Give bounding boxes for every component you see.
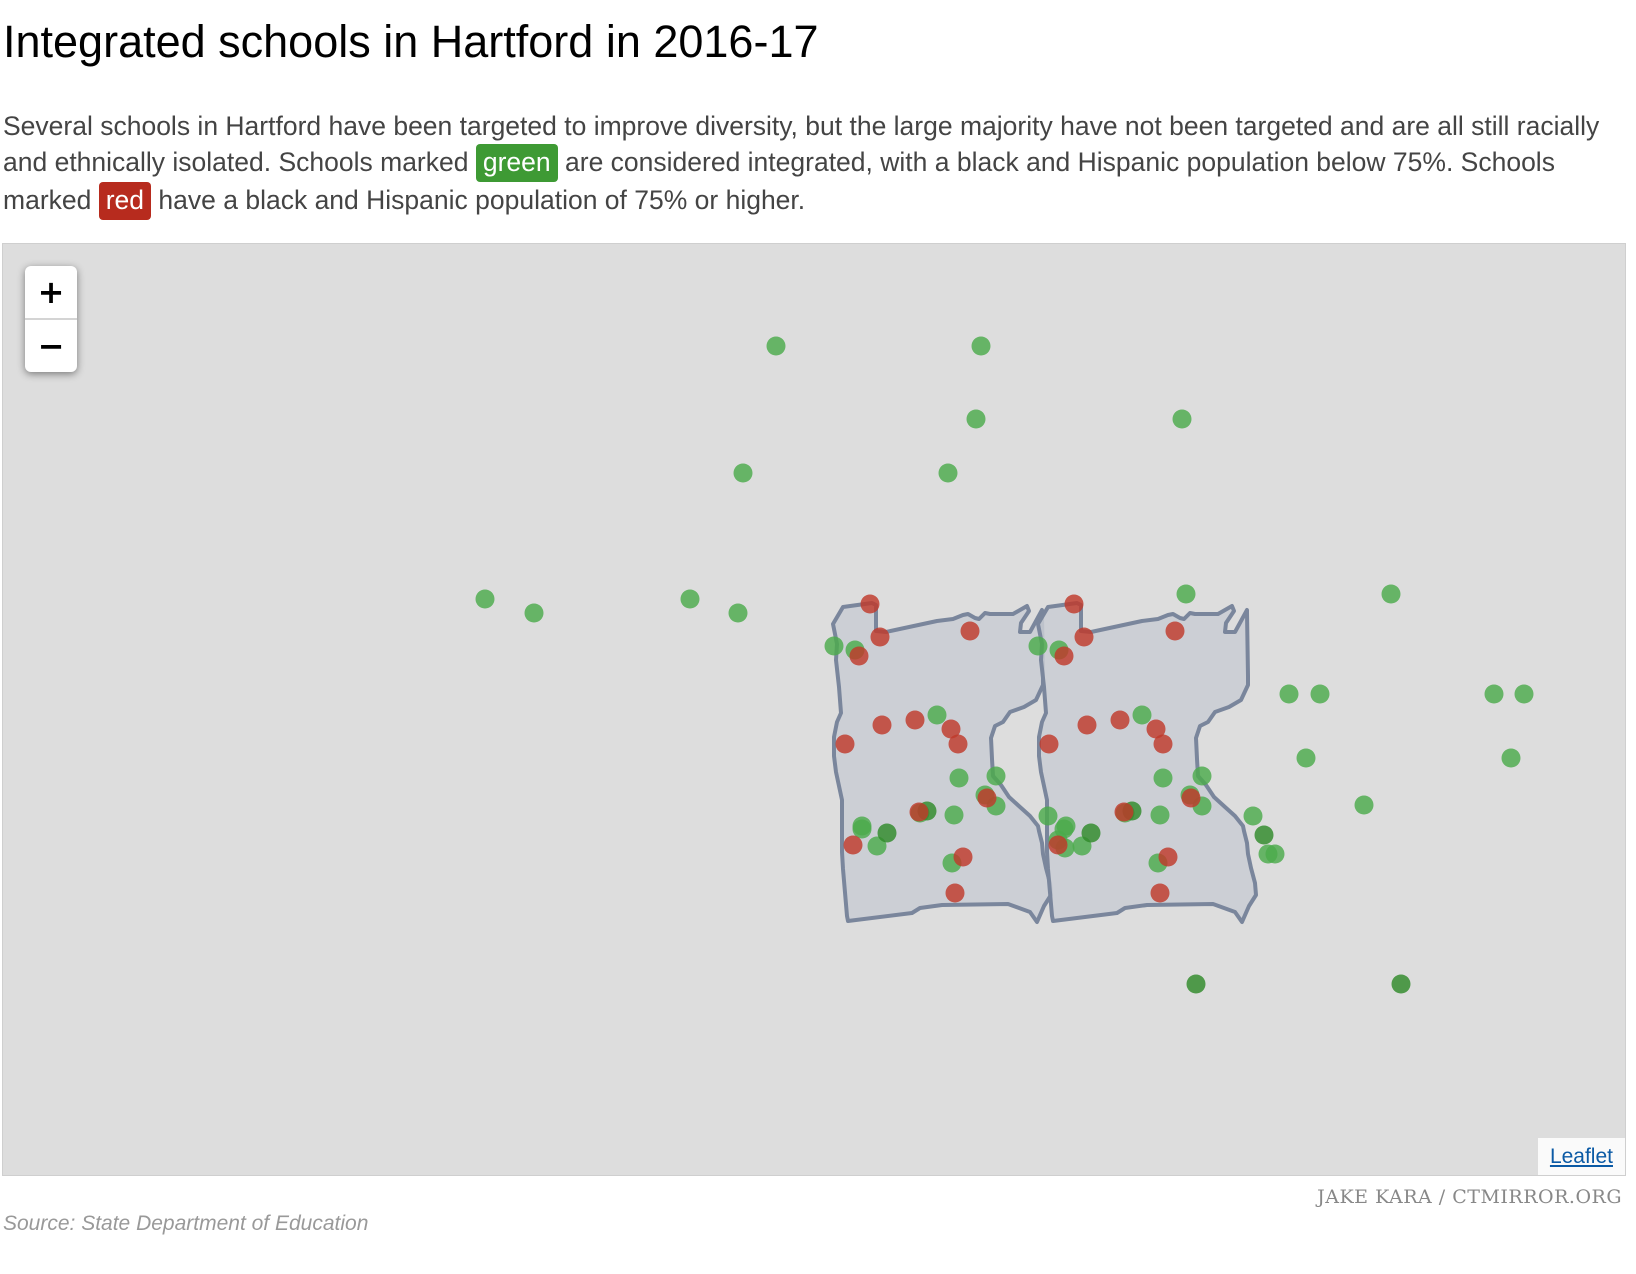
school-marker-integrated[interactable]	[1028, 636, 1048, 656]
school-marker-integrated[interactable]	[1192, 766, 1212, 786]
school-marker-isolated[interactable]	[948, 734, 968, 754]
school-marker-integrated[interactable]	[1391, 974, 1411, 994]
school-marker-integrated[interactable]	[1484, 684, 1504, 704]
description: Several schools in Hartford have been ta…	[3, 108, 1628, 220]
school-marker-integrated[interactable]	[824, 636, 844, 656]
school-marker-integrated[interactable]	[1132, 705, 1152, 725]
school-marker-isolated[interactable]	[977, 788, 997, 808]
school-marker-integrated[interactable]	[1038, 806, 1058, 826]
school-marker-integrated[interactable]	[986, 766, 1006, 786]
school-marker-integrated[interactable]	[1186, 974, 1206, 994]
school-marker-isolated[interactable]	[941, 719, 961, 739]
school-marker-integrated[interactable]	[1243, 806, 1263, 826]
zoom-out-button[interactable]: −	[37, 327, 65, 365]
school-marker-integrated[interactable]	[1381, 584, 1401, 604]
school-marker-integrated[interactable]	[971, 336, 991, 356]
school-marker-integrated[interactable]	[733, 463, 753, 483]
school-marker-integrated[interactable]	[1501, 748, 1521, 768]
map-container[interactable]: + − Leaflet	[2, 243, 1626, 1176]
legend-green-badge: green	[475, 144, 558, 182]
school-marker-isolated[interactable]	[1048, 835, 1068, 855]
school-marker-integrated[interactable]	[680, 589, 700, 609]
zoom-control: + −	[25, 266, 77, 372]
school-marker-isolated[interactable]	[870, 627, 890, 647]
school-marker-integrated[interactable]	[1150, 805, 1170, 825]
school-marker-integrated[interactable]	[1254, 825, 1274, 845]
school-markers[interactable]	[475, 336, 1534, 994]
school-marker-isolated[interactable]	[905, 710, 925, 730]
school-marker-isolated[interactable]	[860, 594, 880, 614]
school-marker-integrated[interactable]	[1081, 823, 1101, 843]
zoom-in-button[interactable]: +	[37, 273, 65, 311]
map-layer[interactable]	[3, 244, 1626, 1176]
school-marker-isolated[interactable]	[1181, 788, 1201, 808]
description-part3: have a black and Hispanic population of …	[151, 185, 806, 215]
school-marker-isolated[interactable]	[1039, 734, 1059, 754]
school-marker-integrated[interactable]	[728, 603, 748, 623]
description-part2: are considered integrated, with a black …	[3, 147, 1555, 215]
school-marker-integrated[interactable]	[1514, 684, 1534, 704]
school-marker-isolated[interactable]	[1146, 719, 1166, 739]
school-marker-integrated[interactable]	[475, 589, 495, 609]
school-marker-isolated[interactable]	[1150, 883, 1170, 903]
school-marker-integrated[interactable]	[1153, 768, 1173, 788]
school-marker-integrated[interactable]	[938, 463, 958, 483]
school-marker-isolated[interactable]	[1064, 594, 1084, 614]
school-marker-isolated[interactable]	[1153, 734, 1173, 754]
school-marker-isolated[interactable]	[1158, 847, 1178, 867]
leaflet-link[interactable]: Leaflet	[1549, 1145, 1613, 1168]
school-marker-isolated[interactable]	[909, 802, 929, 822]
school-marker-isolated[interactable]	[1165, 621, 1185, 641]
source-note: Source: State Department of Education	[3, 1212, 369, 1235]
school-marker-integrated[interactable]	[949, 768, 969, 788]
author-credit: JAKE KARA / CTMIRROR.ORG	[1317, 1186, 1622, 1208]
school-marker-isolated[interactable]	[1054, 646, 1074, 666]
school-marker-integrated[interactable]	[927, 705, 947, 725]
school-marker-isolated[interactable]	[1114, 802, 1134, 822]
zoom-divider	[25, 318, 77, 320]
school-marker-integrated[interactable]	[1310, 684, 1330, 704]
school-marker-integrated[interactable]	[877, 823, 897, 843]
page-title: Integrated schools in Hartford in 2016-1…	[3, 16, 819, 67]
school-marker-integrated[interactable]	[1296, 748, 1316, 768]
school-marker-isolated[interactable]	[960, 621, 980, 641]
school-marker-integrated[interactable]	[852, 819, 872, 839]
school-marker-isolated[interactable]	[1077, 715, 1097, 735]
school-marker-integrated[interactable]	[766, 336, 786, 356]
school-marker-isolated[interactable]	[843, 835, 863, 855]
school-marker-integrated[interactable]	[944, 805, 964, 825]
school-marker-isolated[interactable]	[835, 734, 855, 754]
school-marker-integrated[interactable]	[1279, 684, 1299, 704]
map-attribution: Leaflet	[1537, 1138, 1625, 1175]
school-marker-isolated[interactable]	[1074, 627, 1094, 647]
school-marker-integrated[interactable]	[1354, 795, 1374, 815]
school-marker-isolated[interactable]	[953, 847, 973, 867]
school-marker-isolated[interactable]	[872, 715, 892, 735]
school-marker-integrated[interactable]	[1176, 584, 1196, 604]
school-marker-integrated[interactable]	[1172, 409, 1192, 429]
school-marker-integrated[interactable]	[867, 836, 887, 856]
school-marker-isolated[interactable]	[945, 883, 965, 903]
legend-red-badge: red	[98, 182, 152, 220]
school-marker-isolated[interactable]	[849, 646, 869, 666]
school-marker-integrated[interactable]	[966, 409, 986, 429]
school-marker-integrated[interactable]	[524, 603, 544, 623]
school-marker-integrated[interactable]	[1265, 844, 1285, 864]
school-marker-isolated[interactable]	[1110, 710, 1130, 730]
description-part1: Several schools in Hartford have been ta…	[3, 111, 1600, 177]
